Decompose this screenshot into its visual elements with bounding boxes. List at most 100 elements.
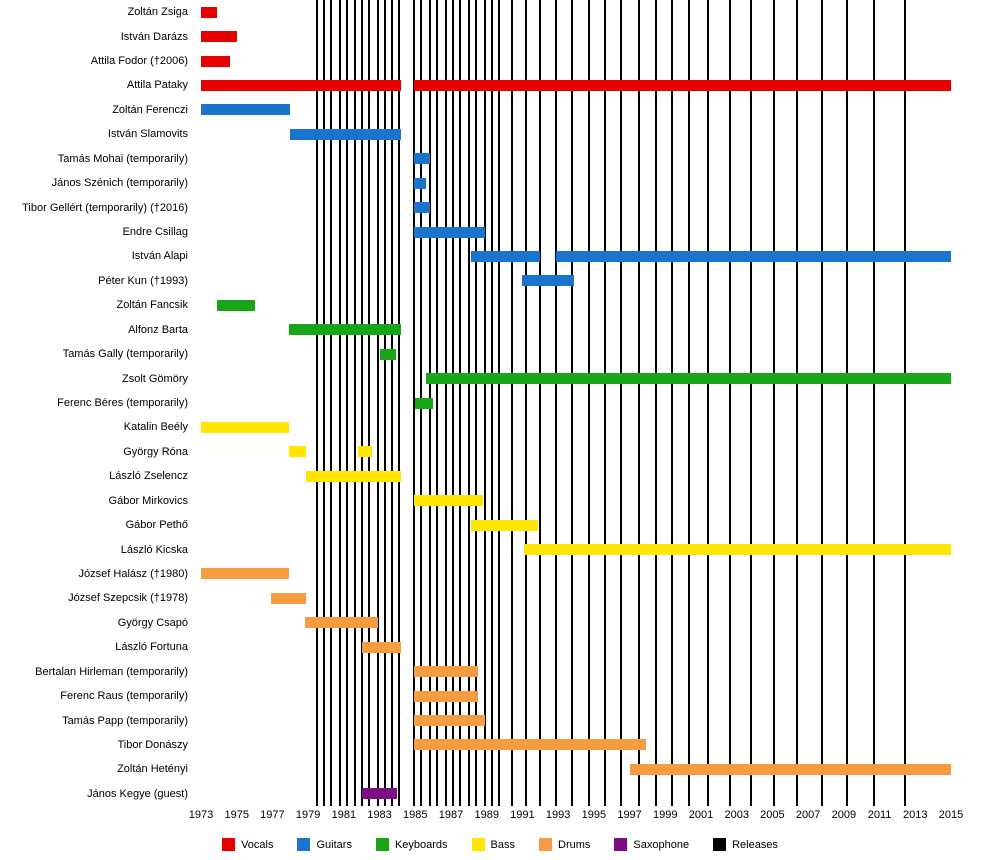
timeline-bar — [201, 31, 237, 43]
member-name: Katalin Beély — [123, 421, 188, 434]
timeline-bar — [413, 739, 646, 751]
timeline-bar — [379, 348, 396, 360]
drums-color-swatch — [539, 838, 553, 851]
release-line — [637, 0, 640, 806]
release-line — [435, 0, 438, 806]
x-tick-label: 1977 — [260, 809, 285, 821]
legend-label: Saxophone — [633, 838, 690, 851]
timeline-bar — [426, 373, 951, 385]
member-name: László Zselencz — [109, 470, 188, 483]
x-tick-label: 2009 — [831, 809, 857, 821]
member-name: Zsolt Gömöry — [121, 372, 188, 385]
legend-item-vocals: Vocals — [222, 838, 273, 851]
member-name: Tamás Papp (temporarily) — [62, 714, 188, 727]
legend-item-releases: Releases — [713, 838, 778, 851]
release-line — [903, 0, 906, 806]
release-line — [398, 0, 401, 806]
release-line — [412, 0, 415, 806]
timeline-bar — [415, 397, 434, 409]
x-tick-label: 1987 — [438, 809, 464, 821]
member-name: Ferenc Béres (temporarily) — [57, 396, 188, 409]
member-name: Gábor Pethő — [125, 519, 188, 532]
timeline-bar — [358, 446, 373, 458]
member-name: Attila Fodor (†2006) — [90, 55, 188, 68]
release-line — [444, 0, 447, 806]
legend-item-saxophone: Saxophone — [614, 838, 689, 851]
release-line — [603, 0, 606, 806]
member-name: János Kegye (guest) — [87, 787, 188, 800]
legend-item-drums: Drums — [539, 838, 590, 851]
timeline-bar — [290, 128, 401, 140]
member-names-column: Zoltán Zsiga István Darázs Attila Fodor (†… — [0, 0, 196, 806]
x-tick-label: 1991 — [510, 809, 535, 821]
timeline-bar — [288, 446, 307, 458]
member-name: István Slamovits — [107, 128, 188, 141]
member-name: Alfonz Barta — [128, 323, 188, 336]
member-name: János Szénich (temporarily) — [51, 177, 188, 190]
release-line — [571, 0, 574, 806]
release-line — [483, 0, 486, 806]
legend-label: Bass — [490, 838, 516, 851]
x-tick-label: 2003 — [724, 809, 749, 821]
x-tick-label: 1979 — [295, 809, 321, 821]
release-line — [555, 0, 558, 806]
release-line — [339, 0, 342, 806]
x-tick-label: 1989 — [474, 809, 499, 821]
saxophone-color-swatch — [614, 838, 628, 851]
vocals-color-swatch — [222, 838, 236, 851]
release-line — [846, 0, 849, 806]
x-tick-label: 2015 — [938, 809, 964, 821]
legend-item-guitars: Guitars — [297, 838, 352, 851]
legend-item-bass: Bass — [471, 838, 516, 851]
releases-color-swatch — [713, 838, 727, 851]
member-name: Bertalan Hirleman (temporarily) — [35, 665, 188, 678]
member-name: Gábor Mirkovics — [108, 494, 188, 507]
release-line — [510, 0, 513, 806]
member-name: László Fortuna — [115, 641, 188, 654]
member-name: József Szepcsik (†1978) — [68, 592, 188, 605]
release-line — [671, 0, 674, 806]
timeline-bar — [413, 495, 484, 507]
timeline-bar — [361, 788, 398, 800]
timeline-bar — [201, 421, 289, 433]
x-tick-label: 1985 — [403, 809, 428, 821]
timeline-bar — [413, 153, 430, 165]
x-tick-label: 2013 — [903, 809, 928, 821]
release-line — [491, 0, 494, 806]
x-tick-label: 1999 — [653, 809, 678, 821]
timeline-bar — [524, 544, 951, 556]
bass-color-swatch — [471, 838, 485, 851]
release-line — [619, 0, 622, 806]
timeline-bar — [413, 177, 426, 189]
timeline-bar — [556, 250, 951, 262]
timeline-bar — [201, 55, 230, 67]
release-line — [353, 0, 356, 806]
timeline-bar — [470, 519, 539, 531]
release-line — [728, 0, 731, 806]
timeline-bar — [306, 470, 401, 482]
x-tick-label: 1983 — [367, 809, 392, 821]
x-tick-label: 1997 — [617, 809, 642, 821]
member-name: Zoltán Fancsik — [116, 299, 188, 312]
release-line — [458, 0, 461, 806]
member-name: Attila Pataky — [126, 79, 188, 92]
x-tick-label: 1981 — [331, 809, 357, 821]
release-line — [346, 0, 349, 806]
release-line — [498, 0, 501, 806]
timeline-bar — [201, 568, 289, 580]
release-line — [655, 0, 658, 806]
release-line — [391, 0, 394, 806]
keyboards-color-swatch — [375, 838, 389, 851]
timeline-bar — [201, 6, 218, 18]
timeline-bar — [361, 641, 401, 653]
timeline-bar — [629, 763, 951, 775]
x-tick-label: 1973 — [188, 809, 214, 821]
legend-label: Guitars — [316, 838, 352, 851]
member-name: Tibor Gellért (temporarily) (†2016) — [22, 201, 188, 214]
member-name: György Csapó — [117, 616, 188, 629]
release-line — [873, 0, 876, 806]
release-line — [539, 0, 542, 806]
release-line — [475, 0, 477, 806]
legend-label: Keyboards — [394, 838, 448, 851]
